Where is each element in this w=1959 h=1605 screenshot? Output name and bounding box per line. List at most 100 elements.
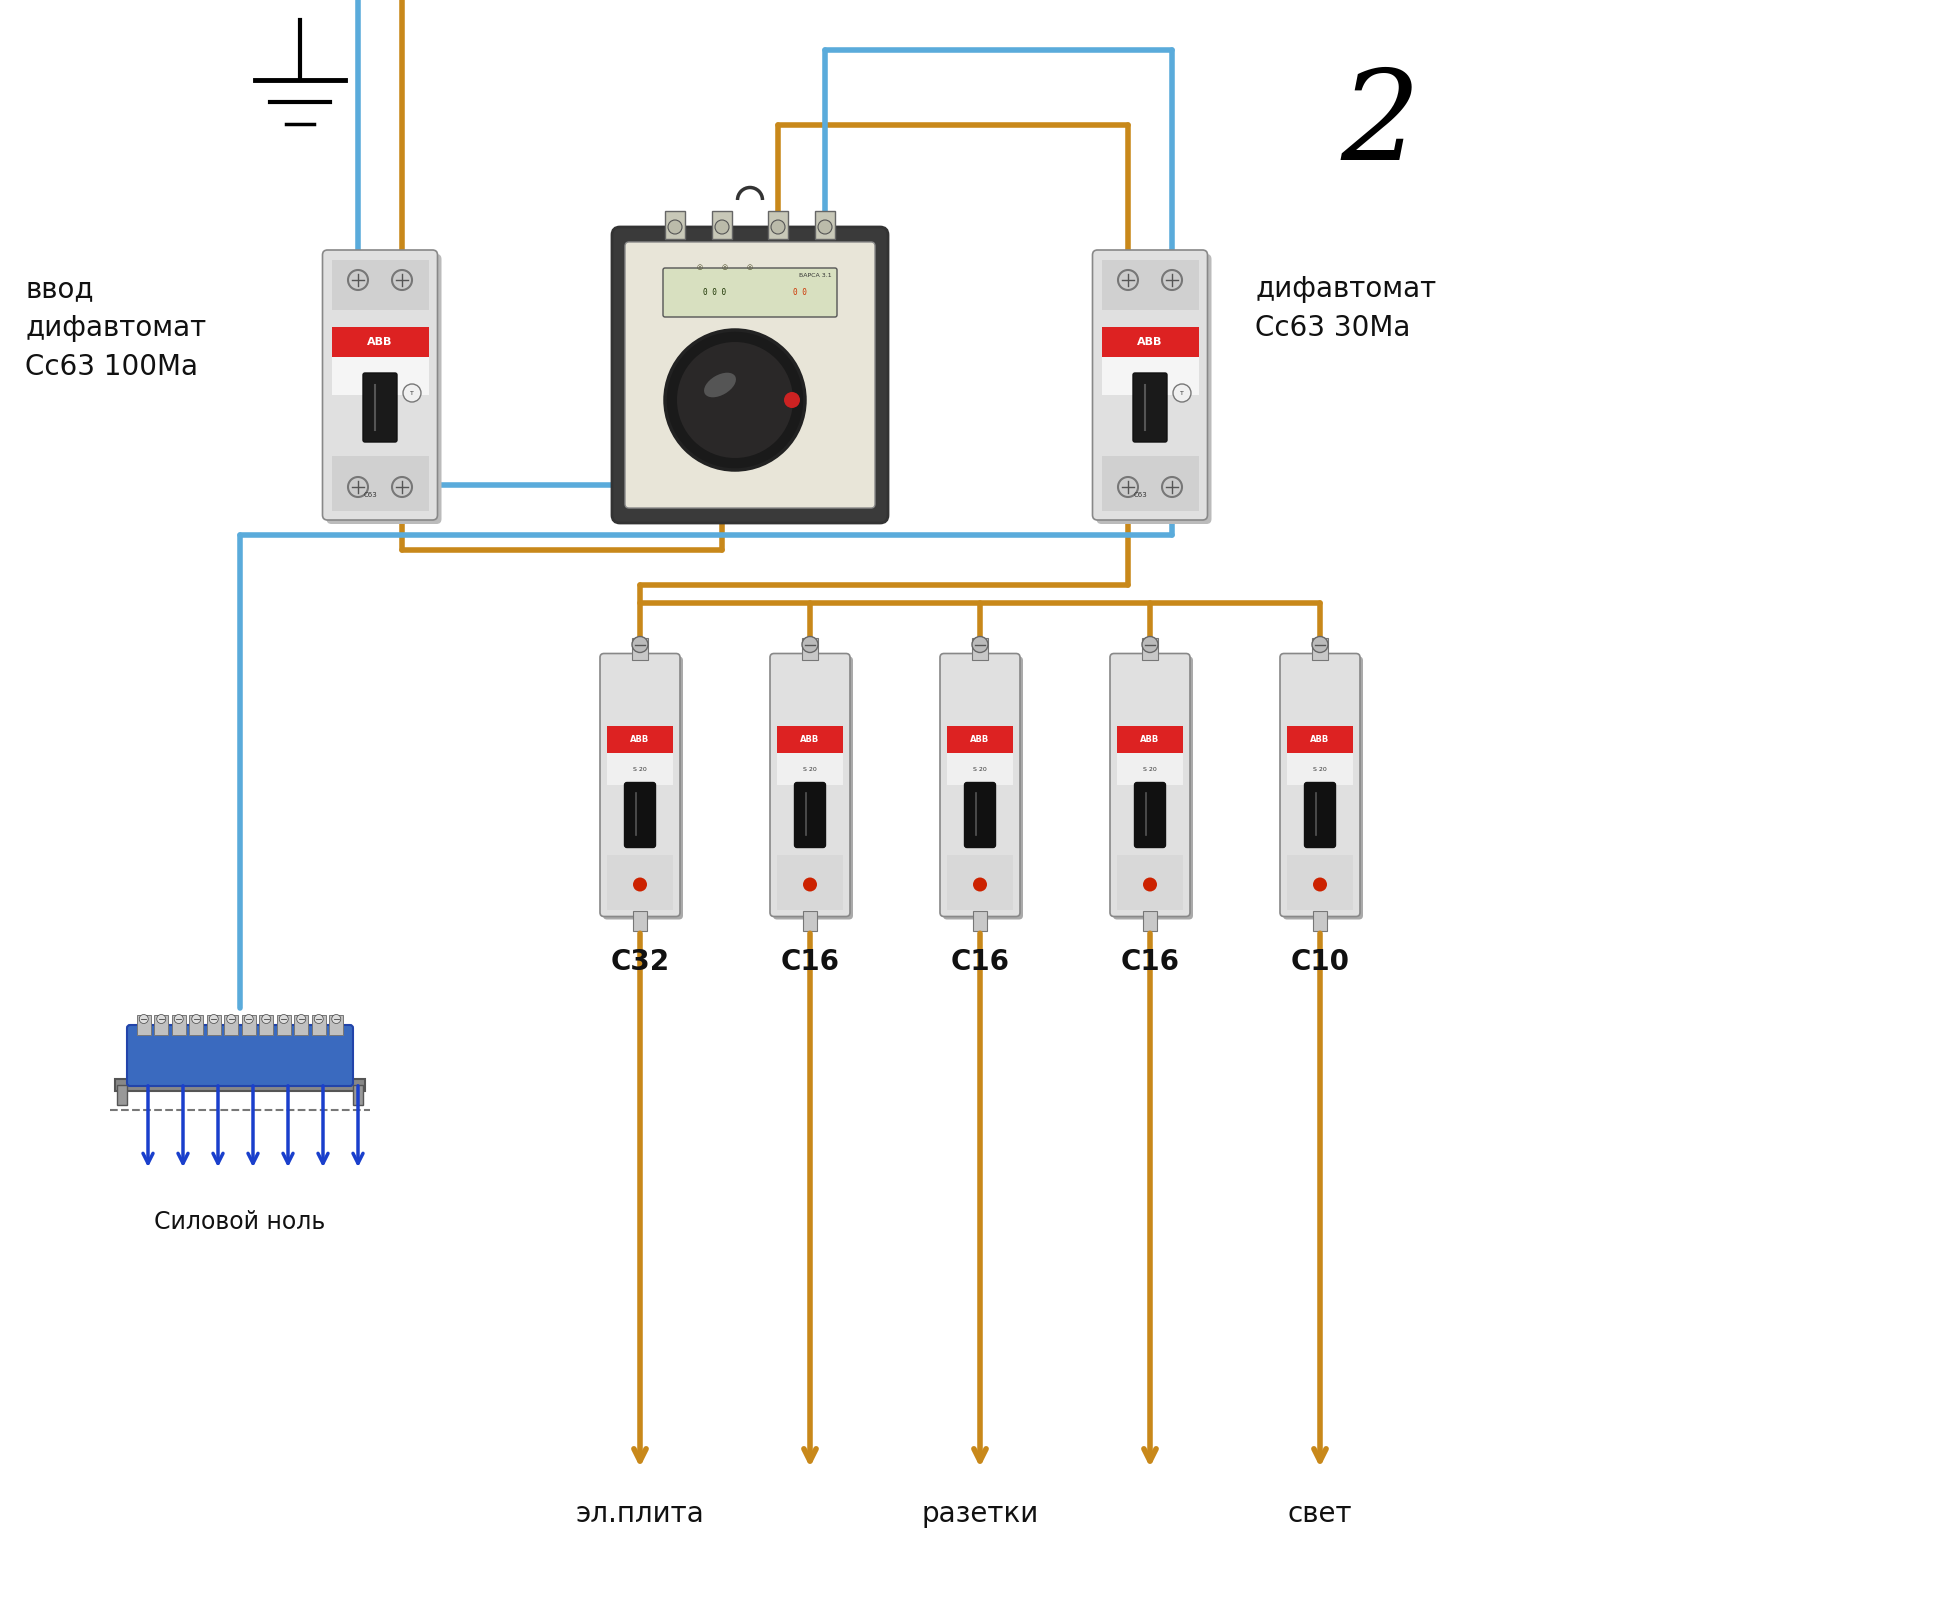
- Bar: [155, 1014, 168, 1035]
- Circle shape: [263, 1014, 270, 1024]
- Bar: [331, 356, 429, 395]
- Text: C32: C32: [611, 947, 670, 976]
- Text: ◎: ◎: [746, 263, 752, 270]
- Bar: [711, 210, 733, 239]
- Text: T: T: [1179, 390, 1183, 395]
- Text: ◎: ◎: [697, 263, 703, 270]
- Bar: [607, 854, 674, 910]
- Text: C10: C10: [1291, 947, 1350, 976]
- Bar: [1101, 327, 1199, 356]
- Text: ввод
дифавтомат
Сc63 100Ма: ввод дифавтомат Сc63 100Ма: [25, 274, 206, 380]
- FancyBboxPatch shape: [625, 783, 656, 847]
- Text: S 20: S 20: [1313, 767, 1326, 772]
- Bar: [116, 1079, 364, 1091]
- Bar: [946, 753, 1013, 785]
- Bar: [801, 637, 819, 660]
- Text: C16: C16: [950, 947, 1009, 976]
- Bar: [331, 456, 429, 510]
- Text: ABB: ABB: [1138, 337, 1164, 347]
- Bar: [353, 1085, 362, 1104]
- Text: S 20: S 20: [803, 767, 817, 772]
- FancyBboxPatch shape: [625, 242, 876, 509]
- Text: разетки: разетки: [921, 1501, 1038, 1528]
- FancyBboxPatch shape: [774, 656, 852, 920]
- Bar: [172, 1014, 186, 1035]
- Bar: [607, 725, 674, 753]
- Circle shape: [280, 1014, 288, 1024]
- Bar: [1142, 637, 1158, 660]
- FancyBboxPatch shape: [1111, 653, 1189, 916]
- Bar: [331, 260, 429, 310]
- Bar: [768, 210, 788, 239]
- Bar: [1101, 356, 1199, 395]
- Circle shape: [1313, 637, 1328, 653]
- Circle shape: [404, 384, 421, 401]
- Bar: [223, 1014, 239, 1035]
- Bar: [946, 854, 1013, 910]
- Text: ABB: ABB: [631, 735, 650, 745]
- Circle shape: [678, 342, 793, 457]
- Circle shape: [784, 392, 799, 408]
- Circle shape: [803, 878, 817, 891]
- Bar: [778, 854, 842, 910]
- FancyBboxPatch shape: [795, 783, 825, 847]
- Circle shape: [1162, 270, 1181, 291]
- FancyBboxPatch shape: [611, 226, 887, 523]
- Text: C63: C63: [362, 493, 376, 498]
- FancyBboxPatch shape: [1113, 656, 1193, 920]
- Text: 2: 2: [1340, 64, 1420, 186]
- Circle shape: [972, 637, 987, 653]
- Text: свет: свет: [1287, 1501, 1352, 1528]
- FancyBboxPatch shape: [1279, 653, 1360, 916]
- Circle shape: [664, 331, 805, 470]
- Bar: [329, 1014, 343, 1035]
- Bar: [974, 910, 987, 931]
- Circle shape: [331, 1014, 341, 1024]
- Bar: [276, 1014, 290, 1035]
- Text: C16: C16: [1121, 947, 1179, 976]
- Bar: [1117, 725, 1183, 753]
- Bar: [294, 1014, 308, 1035]
- Bar: [208, 1014, 221, 1035]
- Bar: [946, 725, 1013, 753]
- FancyBboxPatch shape: [1305, 783, 1336, 847]
- Bar: [633, 910, 646, 931]
- Circle shape: [139, 1014, 149, 1024]
- Bar: [1287, 854, 1354, 910]
- Bar: [1101, 260, 1199, 310]
- Text: ABB: ABB: [368, 337, 392, 347]
- FancyBboxPatch shape: [770, 653, 850, 916]
- Text: S 20: S 20: [974, 767, 987, 772]
- FancyBboxPatch shape: [603, 656, 684, 920]
- Circle shape: [210, 1014, 217, 1024]
- Bar: [118, 1085, 127, 1104]
- Text: БАРСА 3.1: БАРСА 3.1: [799, 273, 831, 278]
- Bar: [1313, 637, 1328, 660]
- Circle shape: [715, 220, 729, 234]
- Text: Силовой ноль: Силовой ноль: [155, 1210, 325, 1234]
- Circle shape: [819, 220, 833, 234]
- FancyBboxPatch shape: [1283, 656, 1363, 920]
- Text: FH200-AC: FH200-AC: [1134, 374, 1166, 379]
- Circle shape: [1142, 637, 1158, 653]
- Circle shape: [192, 1014, 200, 1024]
- Bar: [241, 1014, 257, 1035]
- FancyBboxPatch shape: [362, 372, 398, 441]
- Text: 0 0 0: 0 0 0: [703, 287, 727, 297]
- Circle shape: [974, 878, 987, 891]
- Text: ABB: ABB: [1311, 735, 1330, 745]
- Circle shape: [1173, 384, 1191, 401]
- Circle shape: [349, 477, 368, 498]
- Bar: [815, 210, 835, 239]
- Bar: [607, 753, 674, 785]
- Circle shape: [296, 1014, 306, 1024]
- Circle shape: [392, 477, 411, 498]
- Bar: [1117, 854, 1183, 910]
- Circle shape: [633, 637, 648, 653]
- Bar: [259, 1014, 272, 1035]
- Bar: [1101, 456, 1199, 510]
- Bar: [778, 725, 842, 753]
- Bar: [190, 1014, 204, 1035]
- Text: S 20: S 20: [1144, 767, 1158, 772]
- Circle shape: [633, 878, 646, 891]
